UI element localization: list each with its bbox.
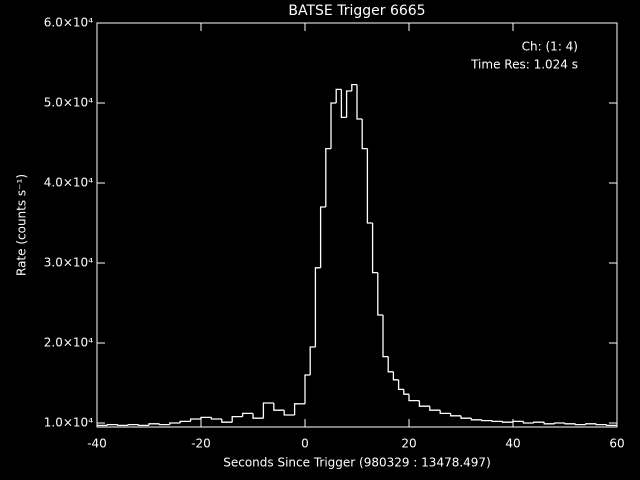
step xyxy=(340,89,347,119)
step xyxy=(283,410,295,416)
plot-frame xyxy=(96,22,618,428)
step xyxy=(351,83,357,91)
step xyxy=(481,419,493,422)
step xyxy=(325,147,331,207)
step xyxy=(210,417,222,420)
x-tick-label: 40 xyxy=(505,437,520,451)
step xyxy=(371,223,378,274)
step xyxy=(335,88,342,103)
step xyxy=(397,379,404,391)
annotation: Ch: (1: 4) xyxy=(522,40,578,54)
step xyxy=(543,422,555,425)
step xyxy=(605,424,617,427)
x-tick-label: -40 xyxy=(87,437,107,451)
step xyxy=(418,400,430,407)
step xyxy=(345,90,352,118)
x-tick-label: 60 xyxy=(609,437,624,451)
y-tick-label: 6.0×10⁴ xyxy=(44,16,93,30)
step xyxy=(148,423,160,426)
step xyxy=(293,403,300,415)
step xyxy=(585,423,597,425)
step xyxy=(189,418,201,422)
step xyxy=(200,416,212,419)
step xyxy=(179,420,191,423)
annotation: Time Res: 1.024 s xyxy=(470,58,578,72)
step xyxy=(361,119,368,150)
step xyxy=(309,346,316,375)
y-tick-label: 3.0×10⁴ xyxy=(44,256,93,270)
step xyxy=(137,424,149,427)
step xyxy=(392,371,399,381)
step xyxy=(231,415,243,423)
step xyxy=(356,84,363,120)
step xyxy=(501,421,513,423)
step xyxy=(439,410,451,415)
step xyxy=(533,421,545,423)
step xyxy=(449,413,461,417)
step xyxy=(382,315,389,358)
step xyxy=(470,418,482,421)
y-tick-label: 5.0×10⁴ xyxy=(44,96,93,110)
step xyxy=(403,389,409,395)
y-tick-label: 1.0×10⁴ xyxy=(44,416,93,430)
step xyxy=(387,356,394,373)
step xyxy=(512,420,524,423)
step xyxy=(491,420,503,423)
step xyxy=(314,267,321,347)
x-tick-label: -20 xyxy=(191,437,211,451)
step xyxy=(366,148,373,224)
y-tick-label: 4.0×10⁴ xyxy=(44,176,93,190)
chart-title: BATSE Trigger 6665 xyxy=(288,3,425,19)
y-axis-label: Rate (counts s⁻¹) xyxy=(15,174,29,276)
step xyxy=(319,206,326,268)
step xyxy=(221,419,233,423)
step xyxy=(595,423,607,426)
step xyxy=(574,423,586,426)
step xyxy=(522,421,534,424)
step xyxy=(408,394,420,402)
x-tick-label: 0 xyxy=(301,437,309,451)
step xyxy=(429,406,441,411)
step xyxy=(117,424,129,427)
step xyxy=(273,403,285,411)
step xyxy=(158,423,170,426)
step xyxy=(262,402,274,419)
step xyxy=(127,423,139,426)
x-tick-label: 20 xyxy=(401,437,416,451)
step xyxy=(553,422,565,424)
step xyxy=(252,413,264,419)
step xyxy=(377,272,383,316)
step xyxy=(106,423,118,426)
x-axis-label: Seconds Since Trigger (980329 : 13478.49… xyxy=(223,456,491,470)
y-tick-label: 2.0×10⁴ xyxy=(44,336,93,350)
step xyxy=(460,415,472,419)
step xyxy=(304,374,311,404)
step xyxy=(564,423,576,425)
step xyxy=(241,412,253,417)
step xyxy=(330,102,337,149)
step xyxy=(169,422,181,425)
